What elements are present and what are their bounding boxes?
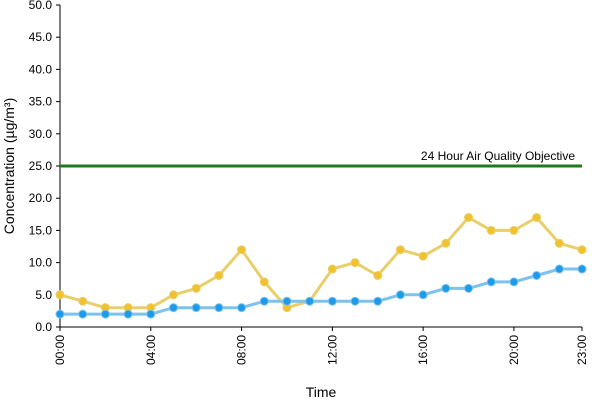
x-tick-label: 20:00 (507, 335, 521, 365)
x-tick-label: 08:00 (235, 335, 249, 365)
series-0-line (59, 216, 583, 310)
y-tick-label: 50.0 (29, 0, 53, 12)
series-1-point (259, 296, 269, 306)
series-1-point (395, 290, 405, 300)
series-0-point (395, 245, 405, 255)
x-axis-title: Time (306, 384, 337, 400)
y-tick-label: 20.0 (29, 191, 53, 205)
series-0-point (532, 213, 542, 223)
series-0-point (373, 270, 383, 280)
x-tick-label: 16:00 (416, 335, 430, 365)
series-0-point (554, 238, 564, 248)
series-0-point (350, 258, 360, 268)
y-tick-label: 15.0 (29, 223, 53, 237)
series-0-point (327, 264, 337, 274)
series-1-point (168, 303, 178, 313)
series-0-point (464, 213, 474, 223)
series-1-point (486, 277, 496, 287)
y-tick-label: 0.0 (35, 320, 52, 334)
series-0-point (259, 277, 269, 287)
series-1-point (373, 296, 383, 306)
plot-area: 0.0 5.0 10.0 15.0 20.0 25.0 30.0 35.0 40.0 45.0 50… (29, 0, 589, 365)
series-0-point (55, 290, 65, 300)
series-0-point (441, 238, 451, 248)
series-1-point (532, 270, 542, 280)
series-0-point (577, 245, 587, 255)
series-1-point (305, 296, 315, 306)
series-0-point (191, 283, 201, 293)
series-1-point (350, 296, 360, 306)
series-1-point (418, 290, 428, 300)
series-1-point (282, 296, 292, 306)
series-1-point (123, 309, 133, 319)
series-1-point (78, 309, 88, 319)
series-1-point (554, 264, 564, 274)
y-tick-label: 25.0 (29, 159, 53, 173)
y-tick-label: 45.0 (29, 30, 53, 44)
series-0-point (418, 251, 428, 261)
series-0-point (78, 296, 88, 306)
series-0-point (214, 270, 224, 280)
x-tick-label: 00:00 (53, 335, 67, 365)
y-tick-label: 40.0 (29, 62, 53, 76)
series-0-point (486, 225, 496, 235)
x-tick-label: 12:00 (325, 335, 339, 365)
y-tick-label: 30.0 (29, 127, 53, 141)
y-tick-label: 35.0 (29, 95, 53, 109)
series-1-point (327, 296, 337, 306)
y-axis-title: Concentration (µg/m³) (1, 98, 17, 234)
series-1-point (509, 277, 519, 287)
y-tick-label: 10.0 (29, 256, 53, 270)
series-0-point (237, 245, 247, 255)
x-tick-label: 04:00 (144, 335, 158, 365)
x-tick-label: 23:00 (575, 335, 589, 365)
series-1-point (464, 283, 474, 293)
series-1-point (55, 309, 65, 319)
series-1-point (100, 309, 110, 319)
series-0-point (168, 290, 178, 300)
series-1-point (191, 303, 201, 313)
y-tick-label: 5.0 (35, 288, 52, 302)
series-1-point (214, 303, 224, 313)
air-quality-objective-label: 24 Hour Air Quality Objective (421, 149, 575, 163)
series-0-point (509, 225, 519, 235)
series-1-point (577, 264, 587, 274)
series-1-point (441, 283, 451, 293)
series-1-point (237, 303, 247, 313)
series-1-point (146, 309, 156, 319)
